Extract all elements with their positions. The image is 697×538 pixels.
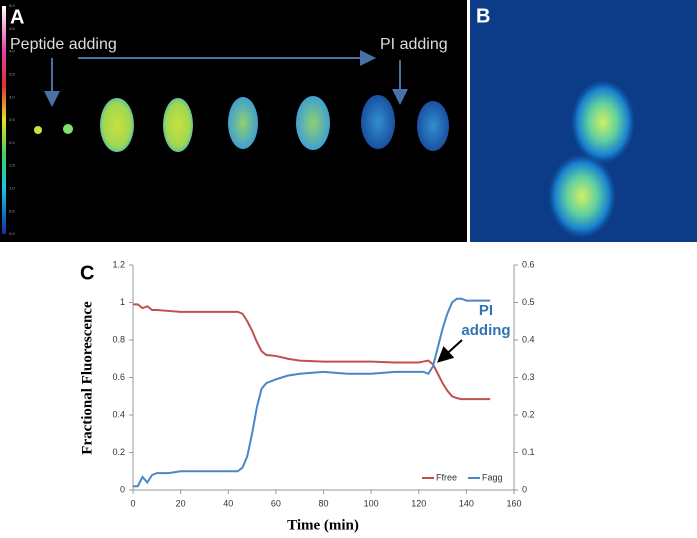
cell	[571, 80, 635, 164]
y-tick-label: 1	[120, 297, 125, 307]
cell	[361, 95, 395, 149]
colorbar-label: 2.5	[9, 117, 15, 122]
panel-label: C	[80, 262, 94, 284]
cell	[296, 96, 330, 150]
cell	[100, 98, 134, 152]
colorbar-label: 2.0	[9, 140, 15, 145]
colorbar-label: 1.0	[9, 185, 15, 190]
line	[133, 303, 491, 401]
cell	[34, 126, 42, 134]
y2-tick-label: 0.1	[522, 447, 535, 457]
colorbar-label: 3.0	[9, 94, 15, 99]
cell	[417, 101, 449, 151]
annotation: Peptide adding	[10, 36, 117, 53]
colorbar-label: 3.5	[9, 71, 15, 76]
panel-label: B	[476, 5, 490, 27]
x-tick-label: 120	[411, 498, 426, 508]
annotation: adding	[461, 322, 510, 339]
colorbar-label: 5.0	[9, 3, 15, 8]
cell	[548, 154, 616, 238]
y-tick-label: 0	[120, 484, 125, 494]
y2-tick-label: 0.2	[522, 409, 535, 419]
annotation-arrow	[437, 339, 463, 363]
annotation: PI adding	[380, 36, 448, 53]
legend-label: Fagg	[482, 472, 503, 482]
colorbar-label: 4.5	[9, 26, 15, 31]
x-axis-label: Time (min)	[287, 517, 359, 533]
y-axis-label: Fractional Fluorescence	[79, 301, 95, 455]
colorbar-label: 0.0	[9, 231, 15, 236]
panel-label: A	[10, 6, 24, 28]
y-tick-label: 0.8	[112, 334, 125, 344]
x-tick-label: 140	[459, 498, 474, 508]
colorbar	[2, 6, 6, 234]
y2-tick-label: 0	[522, 484, 527, 494]
colorbar-labels: 5.0 4.5 4.0 3.5 3.0 2.5 2.0 1.5 1.0 0.5 0.0	[9, 3, 15, 236]
y2-tick-label: 0.5	[522, 297, 535, 307]
colorbar-label: 4.0	[9, 49, 15, 54]
x-tick-label: 100	[364, 498, 379, 508]
y-tick-label: 0.4	[112, 409, 125, 419]
panel-a: A Peptide adding PI adding 5.0 4.5 4.0 3.5 3…	[0, 0, 467, 242]
line	[133, 297, 491, 488]
x-tick-label: 0	[130, 498, 135, 508]
cell	[163, 98, 193, 152]
y2-tick-label: 0.3	[522, 372, 535, 382]
x-tick-label: 80	[318, 498, 328, 508]
annotation: PI	[479, 302, 493, 319]
x-tick-label: 20	[176, 498, 186, 508]
cell	[228, 97, 258, 149]
y2-tick-label: 0.6	[522, 259, 535, 269]
y2-tick-label: 0.4	[522, 334, 535, 344]
x-tick-label: 40	[223, 498, 233, 508]
cell	[63, 124, 73, 134]
y-tick-label: 0.6	[112, 372, 125, 382]
y-tick-label: 0.2	[112, 447, 125, 457]
y-tick-label: 1.2	[112, 259, 125, 269]
x-tick-label: 160	[506, 498, 521, 508]
panel-b: B	[470, 0, 697, 242]
plot: 0 20 40 60 80 100 120 140 16000.20.40.60.811.200…	[112, 259, 534, 508]
colorbar-label: 1.5	[9, 163, 15, 168]
legend-label: Ffree	[436, 472, 457, 482]
colorbar-label: 0.5	[9, 208, 15, 213]
x-tick-label: 60	[271, 498, 281, 508]
